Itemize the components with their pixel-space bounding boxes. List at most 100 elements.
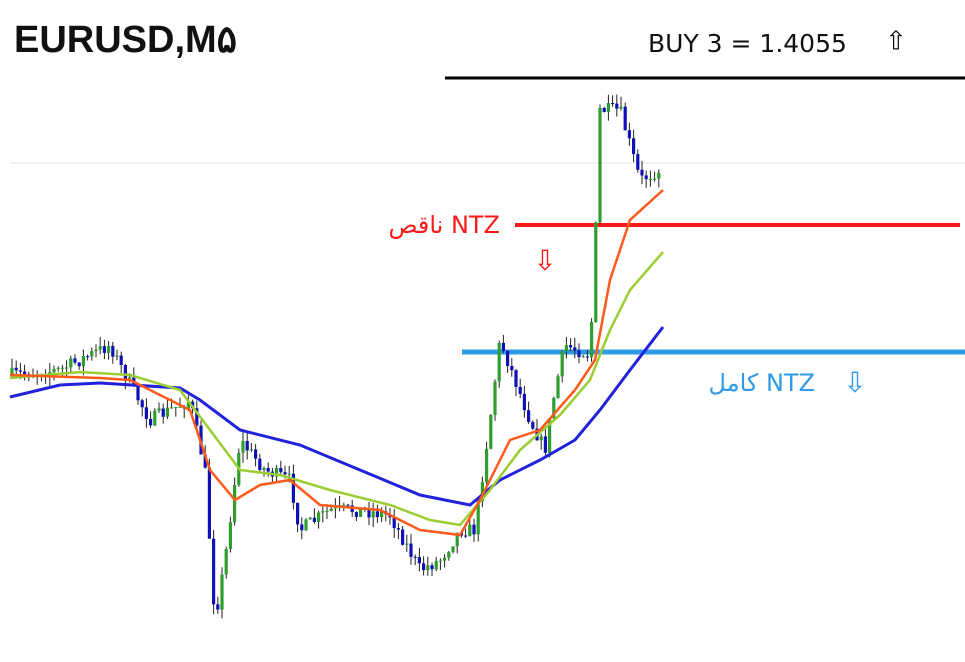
candle-part bbox=[107, 345, 111, 353]
candle-part bbox=[413, 556, 417, 558]
candle-part bbox=[216, 604, 220, 610]
candle-part bbox=[447, 552, 451, 558]
candle-part bbox=[56, 367, 60, 369]
candle-part bbox=[564, 345, 568, 352]
candle-part bbox=[342, 504, 346, 506]
candle-part bbox=[409, 543, 413, 557]
candle-part bbox=[573, 347, 577, 351]
candle-part bbox=[464, 535, 468, 537]
symbol-title: EURUSD,M۵ bbox=[14, 19, 237, 61]
candle-part bbox=[577, 350, 581, 358]
candle-part bbox=[14, 367, 18, 371]
candle-part bbox=[308, 517, 312, 520]
candle-part bbox=[212, 538, 216, 605]
candle-part bbox=[476, 501, 480, 535]
candle-part bbox=[636, 154, 640, 170]
candle-part bbox=[23, 371, 27, 375]
candle-part bbox=[514, 370, 518, 387]
candle-part bbox=[279, 468, 283, 473]
candle-part bbox=[254, 449, 258, 459]
candle-part bbox=[266, 468, 270, 472]
candle-part bbox=[157, 408, 161, 411]
candle-part bbox=[111, 345, 115, 357]
candle-part bbox=[258, 458, 262, 471]
candle-part bbox=[94, 349, 98, 352]
candle-part bbox=[392, 517, 396, 529]
signal-text: BUY 3 = 1.4055 bbox=[648, 29, 847, 58]
candle-part bbox=[581, 356, 585, 358]
candle-part bbox=[275, 468, 279, 477]
candle-part bbox=[161, 408, 165, 417]
candle-part bbox=[632, 138, 636, 155]
candle-part bbox=[60, 367, 64, 369]
candle-part bbox=[98, 346, 102, 350]
candle-part bbox=[346, 504, 350, 506]
candle-part bbox=[153, 410, 157, 426]
candle-part bbox=[472, 524, 476, 535]
candle-part bbox=[489, 414, 493, 449]
candle-part bbox=[556, 376, 560, 399]
candle-part bbox=[644, 175, 648, 180]
candle-part bbox=[367, 509, 371, 518]
candle-part bbox=[657, 172, 661, 179]
candle-part bbox=[510, 365, 514, 371]
candle-part bbox=[653, 178, 657, 180]
signal-arrow: ⇧ bbox=[885, 27, 907, 57]
candle-part bbox=[136, 384, 140, 401]
candle-part bbox=[203, 454, 207, 468]
candle-part bbox=[296, 502, 300, 525]
candle-part bbox=[119, 355, 123, 366]
candle-part bbox=[430, 565, 434, 570]
candle-part bbox=[606, 103, 610, 112]
candle-part bbox=[73, 358, 77, 363]
candle-part bbox=[354, 512, 358, 517]
candle-part bbox=[241, 440, 245, 453]
candle-part bbox=[249, 449, 253, 451]
candle-part bbox=[623, 106, 627, 131]
candle-part bbox=[548, 418, 552, 453]
candle-part bbox=[245, 440, 249, 451]
candle-part bbox=[611, 103, 615, 105]
candle-part bbox=[497, 342, 501, 382]
candle-part bbox=[506, 350, 510, 366]
candle-part bbox=[648, 178, 652, 180]
candle-part bbox=[615, 103, 619, 109]
candle-part bbox=[619, 106, 623, 109]
candle-part bbox=[485, 448, 489, 483]
candle-part bbox=[69, 358, 73, 368]
candle-part bbox=[228, 522, 232, 549]
candle-part bbox=[144, 407, 148, 419]
candle-part bbox=[18, 370, 22, 372]
zone-arrow: ⇩ bbox=[533, 244, 556, 277]
candle-part bbox=[123, 365, 127, 382]
candles bbox=[10, 94, 661, 619]
ma-medium bbox=[9, 251, 664, 527]
candle-part bbox=[569, 345, 573, 348]
candle-part bbox=[602, 107, 606, 112]
candle-part bbox=[396, 528, 400, 530]
candle-part bbox=[405, 543, 409, 545]
candle-part bbox=[539, 436, 543, 441]
candle-part bbox=[207, 467, 211, 539]
candle-part bbox=[170, 407, 174, 409]
candle-part bbox=[426, 565, 430, 571]
candle-part bbox=[443, 557, 447, 561]
candle-part bbox=[543, 436, 547, 453]
candle-part bbox=[522, 393, 526, 411]
candle-part bbox=[329, 508, 333, 511]
candle-part bbox=[102, 346, 106, 353]
candle-part bbox=[371, 511, 375, 518]
candle-part bbox=[283, 472, 287, 475]
candle-part bbox=[312, 517, 316, 522]
candle-part bbox=[115, 355, 119, 357]
candle-part bbox=[149, 418, 153, 426]
candle-part bbox=[90, 351, 94, 357]
candle-part bbox=[594, 222, 598, 323]
candle-part bbox=[195, 408, 199, 426]
candle-part bbox=[422, 563, 426, 571]
candle-part bbox=[455, 532, 459, 547]
candle-part bbox=[598, 107, 602, 223]
candle-part bbox=[52, 368, 56, 373]
candle-part bbox=[291, 473, 295, 503]
